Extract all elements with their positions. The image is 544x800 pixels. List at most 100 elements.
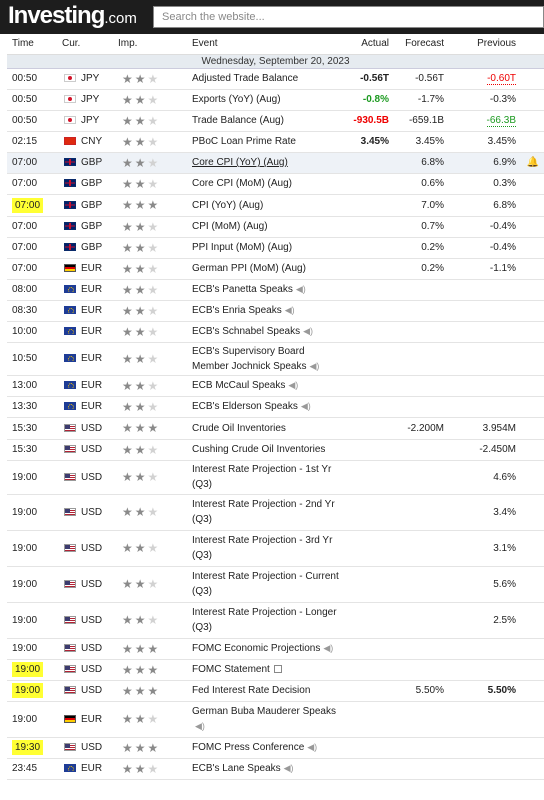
event-title[interactable]: ECB's Elderson Speaks: [192, 401, 298, 412]
event-title[interactable]: FOMC Statement: [192, 664, 270, 675]
event-alert[interactable]: [522, 110, 544, 132]
event-alert[interactable]: [522, 439, 544, 461]
event-alert[interactable]: [522, 342, 544, 376]
event-title[interactable]: FOMC Economic Projections: [192, 643, 321, 654]
event-alert[interactable]: [522, 680, 544, 702]
event-alert[interactable]: [522, 638, 544, 660]
event-name[interactable]: Interest Rate Projection - Longer (Q3): [192, 602, 347, 639]
event-row[interactable]: 00:50 JPY ★★★ Adjusted Trade Balance -0.56T -…: [7, 68, 544, 90]
event-alert[interactable]: [522, 494, 544, 531]
event-row[interactable]: 07:00 GBP ★★★ Core CPI (YoY) (Aug) 6.8% 6.9% 🔔: [7, 152, 544, 174]
event-name[interactable]: Interest Rate Projection - 3rd Yr (Q3): [192, 530, 347, 567]
event-name[interactable]: German PPI (MoM) (Aug): [192, 258, 347, 280]
event-row[interactable]: 19:00 EUR ★★★ German Buba Mauderer Speaks◀): [7, 701, 544, 738]
event-title[interactable]: ECB's Panetta Speaks: [192, 284, 293, 295]
event-title[interactable]: CPI (YoY) (Aug): [192, 199, 264, 211]
event-title[interactable]: Interest Rate Projection - 3rd Yr (Q3): [192, 535, 333, 561]
event-name[interactable]: PPI Input (MoM) (Aug): [192, 237, 347, 259]
event-title[interactable]: ECB's Schnabel Speaks: [192, 326, 301, 337]
event-alert[interactable]: [522, 216, 544, 238]
event-name[interactable]: ECB's Supervisory Board Member Jochnick …: [192, 342, 347, 376]
event-name[interactable]: ECB's Schnabel Speaks ◀): [192, 321, 347, 343]
event-title[interactable]: CPI (MoM) (Aug): [192, 221, 268, 232]
event-name[interactable]: Interest Rate Projection - 1st Yr (Q3): [192, 460, 347, 495]
event-row[interactable]: 13:30 EUR ★★★ ECB's Elderson Speaks ◀): [7, 396, 544, 418]
event-row[interactable]: 19:00 USD ★★★ Fed Interest Rate Decision 5.5…: [7, 680, 544, 702]
event-alert[interactable]: [522, 659, 544, 681]
event-alert[interactable]: [522, 460, 544, 495]
event-row[interactable]: 19:00 USD ★★★ Interest Rate Projection - 1s…: [7, 460, 544, 495]
event-name[interactable]: ECB's Lane Speaks ◀): [192, 758, 347, 780]
event-title[interactable]: German PPI (MoM) (Aug): [192, 263, 306, 274]
event-alert[interactable]: [522, 396, 544, 418]
event-name[interactable]: Core CPI (MoM) (Aug): [192, 173, 347, 195]
header-importance[interactable]: Imp.: [118, 34, 192, 55]
event-row[interactable]: 07:00 GBP ★★★ CPI (YoY) (Aug) 7.0% 6.8%: [7, 194, 544, 217]
event-alert[interactable]: [522, 321, 544, 343]
event-name[interactable]: German Buba Mauderer Speaks ◀): [192, 701, 347, 738]
event-name[interactable]: FOMC Press Conference ◀): [192, 737, 347, 759]
event-alert[interactable]: [522, 173, 544, 195]
event-name[interactable]: FOMC Statement: [192, 659, 347, 681]
event-alert[interactable]: [522, 701, 544, 738]
event-alert[interactable]: [522, 758, 544, 780]
event-row[interactable]: 07:00 GBP ★★★ Core CPI (MoM) (Aug) 0.6% 0.3%: [7, 173, 544, 195]
event-title[interactable]: PPI Input (MoM) (Aug): [192, 242, 293, 253]
event-alert[interactable]: [522, 530, 544, 567]
event-title[interactable]: ECB McCaul Speaks: [192, 380, 286, 391]
event-row[interactable]: 19:00 USD ★★★ Interest Rate Projection - 2n…: [7, 494, 544, 531]
event-row[interactable]: 19:00 USD ★★★ Interest Rate Projection - Lo…: [7, 602, 544, 639]
event-name[interactable]: Fed Interest Rate Decision: [192, 680, 347, 702]
event-title[interactable]: ECB's Enria Speaks: [192, 305, 282, 316]
event-title[interactable]: FOMC Press Conference: [192, 742, 305, 753]
event-alert[interactable]: [522, 300, 544, 322]
event-alert[interactable]: [522, 258, 544, 280]
event-alert[interactable]: [522, 375, 544, 397]
event-name[interactable]: FOMC Economic Projections ◀): [192, 638, 347, 660]
event-name[interactable]: ECB's Elderson Speaks ◀): [192, 396, 347, 418]
header-forecast[interactable]: Forecast: [395, 34, 450, 55]
event-name[interactable]: Core CPI (YoY) (Aug): [192, 152, 347, 174]
header-event[interactable]: Event: [192, 34, 347, 55]
event-row[interactable]: 07:00 GBP ★★★ CPI (MoM) (Aug) 0.7% -0.4%: [7, 216, 544, 238]
event-title[interactable]: Interest Rate Projection - 1st Yr (Q3): [192, 464, 332, 490]
event-name[interactable]: Exports (YoY) (Aug): [192, 89, 347, 111]
event-alert[interactable]: [522, 237, 544, 259]
event-name[interactable]: Cushing Crude Oil Inventories: [192, 439, 347, 461]
bell-alert-icon[interactable]: 🔔: [526, 157, 540, 168]
event-alert[interactable]: [522, 68, 544, 90]
event-name[interactable]: Trade Balance (Aug): [192, 110, 347, 132]
event-title[interactable]: Interest Rate Projection - Current (Q3): [192, 571, 339, 597]
event-title[interactable]: Adjusted Trade Balance: [192, 73, 299, 84]
event-row[interactable]: 23:45 EUR ★★★ ECB's Lane Speaks ◀): [7, 758, 544, 780]
event-row[interactable]: 19:00 USD ★★★ Interest Rate Projection - Cu…: [7, 566, 544, 603]
event-name[interactable]: Adjusted Trade Balance: [192, 68, 347, 90]
event-row[interactable]: 00:50 JPY ★★★ Trade Balance (Aug) -930.5B -65…: [7, 110, 544, 132]
event-title[interactable]: PBoC Loan Prime Rate: [192, 136, 296, 147]
header-previous[interactable]: Previous: [450, 34, 522, 55]
event-alert[interactable]: 🔔: [522, 152, 544, 174]
event-name[interactable]: CPI (YoY) (Aug): [192, 194, 347, 217]
event-row[interactable]: 10:50 EUR ★★★ ECB's Supervisory Board Membe…: [7, 342, 544, 376]
event-alert[interactable]: [522, 89, 544, 111]
event-alert[interactable]: [522, 602, 544, 639]
event-name[interactable]: Interest Rate Projection - Current (Q3): [192, 566, 347, 603]
event-title[interactable]: Trade Balance (Aug): [192, 115, 284, 126]
event-title[interactable]: Cushing Crude Oil Inventories: [192, 444, 326, 455]
event-row[interactable]: 15:30 USD ★★★ Cushing Crude Oil Inventories…: [7, 439, 544, 461]
event-title[interactable]: Core CPI (YoY) (Aug): [192, 157, 288, 168]
event-name[interactable]: ECB's Panetta Speaks ◀): [192, 279, 347, 301]
event-row[interactable]: 08:00 EUR ★★★ ECB's Panetta Speaks ◀): [7, 279, 544, 301]
event-title[interactable]: Fed Interest Rate Decision: [192, 685, 311, 696]
event-title[interactable]: Interest Rate Projection - Longer (Q3): [192, 607, 337, 633]
event-title[interactable]: Interest Rate Projection - 2nd Yr (Q3): [192, 499, 335, 525]
event-alert[interactable]: [522, 417, 544, 440]
event-name[interactable]: Interest Rate Projection - 2nd Yr (Q3): [192, 494, 347, 531]
event-alert[interactable]: [522, 194, 544, 217]
event-alert[interactable]: [522, 131, 544, 153]
event-title[interactable]: Exports (YoY) (Aug): [192, 94, 281, 105]
investing-logo[interactable]: Investing.com: [8, 2, 137, 30]
event-name[interactable]: ECB McCaul Speaks ◀): [192, 375, 347, 397]
search-input[interactable]: [154, 7, 543, 27]
event-row[interactable]: 07:00 EUR ★★★ German PPI (MoM) (Aug) 0.2% -1.…: [7, 258, 544, 280]
